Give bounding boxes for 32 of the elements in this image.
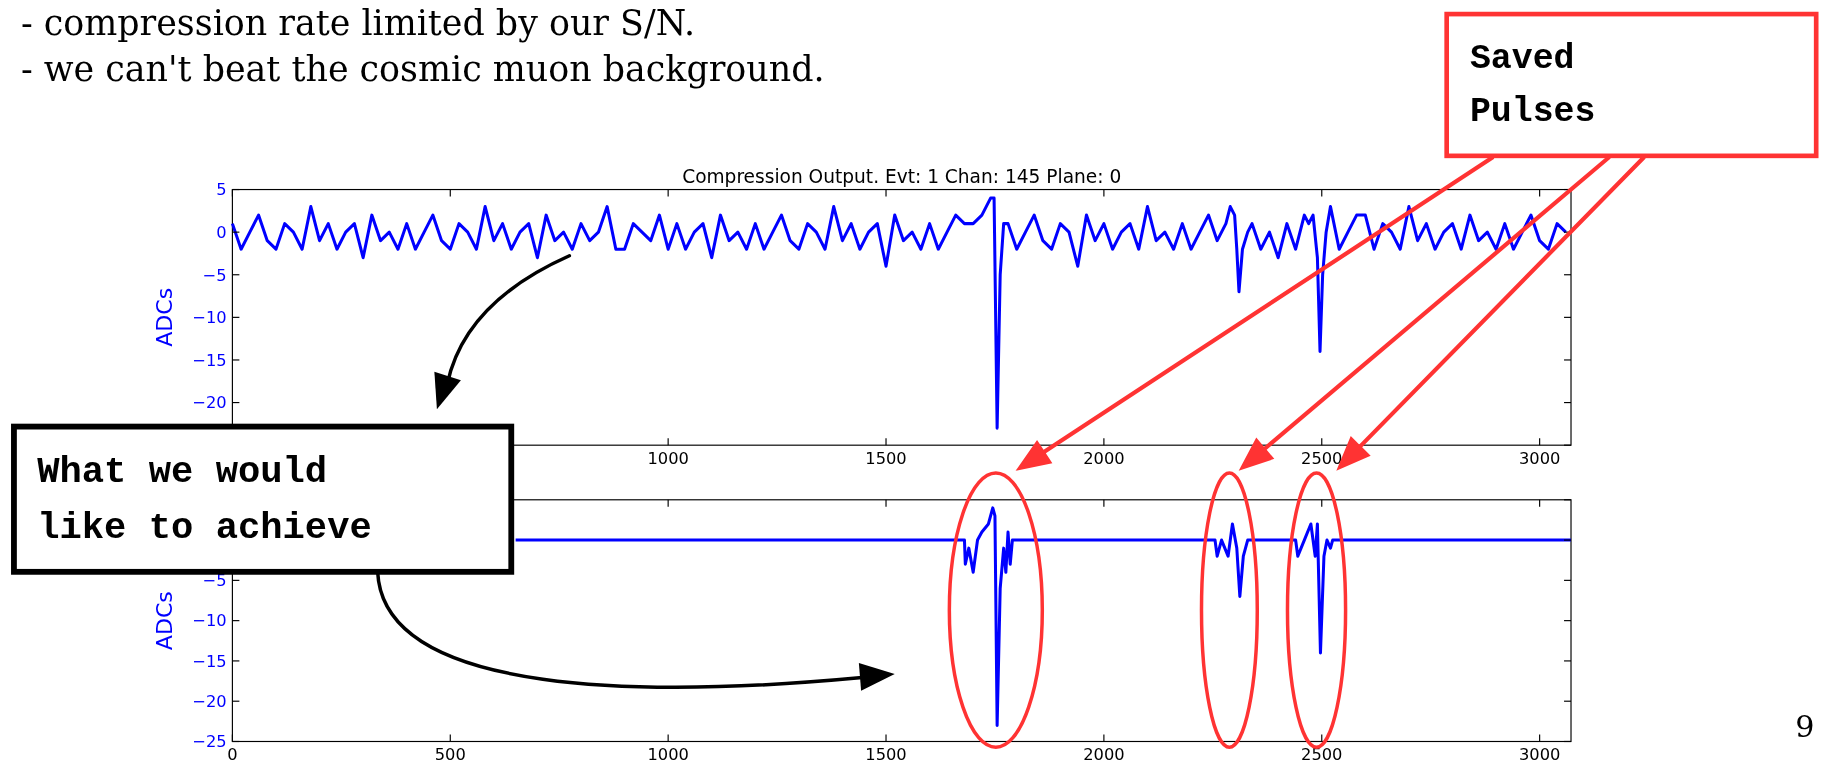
text: Saved Pulses [1469,38,1596,131]
y-axis-title: ADCs [151,287,177,347]
line-series [230,196,1568,430]
y-tick-label: −10 [192,611,227,631]
x-tick-label: 3000 [1518,745,1561,765]
y-tick-label: −25 [192,732,227,752]
x-tick-label: 1000 [647,448,689,468]
x-tick-label: 2500 [1301,745,1343,765]
annotation: What we would like to achieve [37,451,372,550]
x-tick-label: 1500 [865,448,907,468]
text: - compression rate limited by our S/N. [20,3,696,43]
y-tick-label: −5 [202,265,227,285]
y-tick-label: −5 [202,571,227,591]
y-tick-label: 5 [216,180,227,200]
y-tick-label: −20 [192,692,227,712]
line-series [514,506,1573,727]
y-tick-label: 0 [216,222,227,242]
x-tick-label: 3000 [1518,448,1561,468]
x-tick-label: 2000 [1083,448,1125,468]
y-axis-title: ADCs [151,591,177,651]
text: - we can't beat the cosmic muon background. [20,49,825,90]
y-tick-label: −15 [192,651,227,671]
x-tick-label: 1000 [647,745,689,765]
y-tick-label: −10 [192,308,227,328]
chart-title: Compression Output. Evt: 1 Chan: 145 Plane: 0 [682,165,1122,187]
y-tick-label: −20 [192,393,227,413]
x-tick-label: 2500 [1301,448,1343,468]
text: 9 [1795,708,1815,744]
x-tick-label: 500 [434,745,466,765]
x-tick-label: 2000 [1083,745,1125,765]
x-tick-label: 1500 [865,745,907,765]
y-tick-label: −15 [192,350,227,370]
